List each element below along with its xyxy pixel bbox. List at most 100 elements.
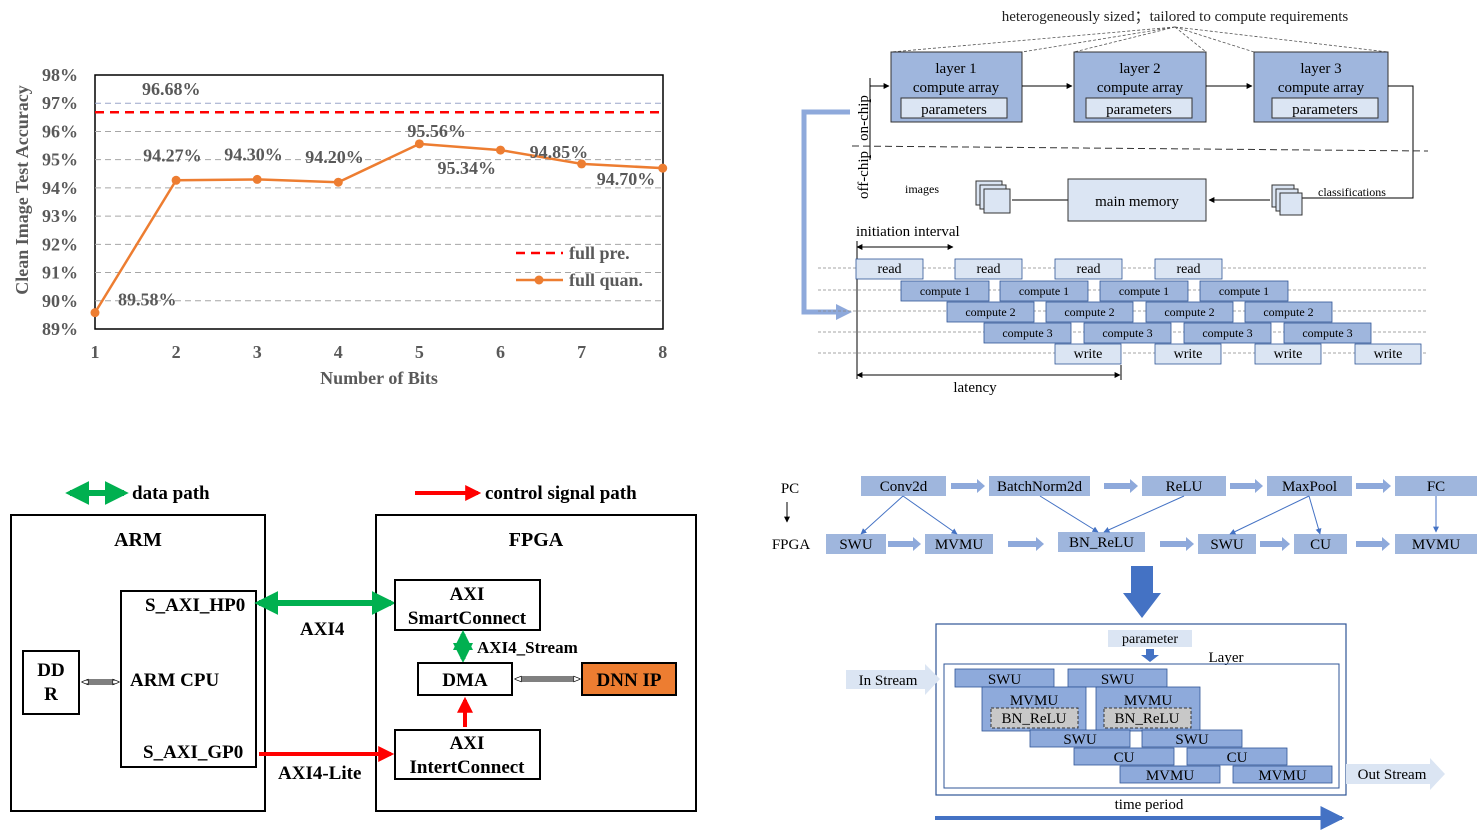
write-block <box>1354 343 1422 365</box>
y-tick-label: 91% <box>42 263 78 283</box>
write-block <box>1054 343 1122 365</box>
fpga-op-box <box>1058 532 1145 552</box>
write-block-label: write <box>1074 347 1103 362</box>
ddr-label-line2: R <box>44 684 58 705</box>
legend-label-full-pre: full pre. <box>569 243 630 263</box>
layer-1-block: layer 1 compute array parameters <box>890 51 1023 123</box>
data-label: 94.70% <box>597 169 656 189</box>
flow-arrow <box>1104 479 1138 493</box>
full-quan-point <box>171 175 181 185</box>
parameter-label: parameter <box>1122 632 1178 647</box>
layer-3-title: layer 3 <box>1300 61 1341 77</box>
pipeline-top-note: heterogeneously sized；tailored to comput… <box>1002 9 1349 25</box>
dma-box <box>417 662 513 696</box>
fpga-op-label: MVMU <box>1412 537 1461 553</box>
y-tick-label: 89% <box>42 319 78 339</box>
layer-label: Layer <box>1209 650 1244 666</box>
compute-1-block <box>900 280 990 302</box>
swu-block-label: SWU <box>1063 732 1097 748</box>
write-block <box>1154 343 1222 365</box>
mvmu-block <box>1119 765 1221 784</box>
read-block <box>1154 258 1223 280</box>
fpga-op-box <box>1395 534 1477 554</box>
parameter-down-arrow <box>1141 649 1159 662</box>
x-tick-label: 3 <box>253 342 262 362</box>
smartconnect-line1: AXI <box>450 584 485 605</box>
data-path-legend-label: data path <box>132 483 210 504</box>
flow-arrow <box>1230 479 1263 493</box>
compute-1-block-label: compute 1 <box>1219 284 1269 298</box>
flow-arrow <box>951 479 985 493</box>
mvmu-block-label: MVMU <box>1146 768 1195 784</box>
data-label: 94.20% <box>305 147 364 167</box>
interconnect-line2: IntertConnect <box>409 757 525 778</box>
read-block-label: read <box>976 262 1000 277</box>
pc-op-label: ReLU <box>1166 479 1203 495</box>
mapping-diagram: PC FPGA Conv2d BatchNorm2d ReLU MaxPool FC S… <box>772 476 1477 830</box>
layer-3-subtitle: compute array <box>1278 80 1365 96</box>
read-block-label: read <box>1076 262 1100 277</box>
y-tick-label: 97% <box>42 93 78 113</box>
fpga-op-box <box>826 534 886 554</box>
classifications-label: classifications <box>1318 185 1386 199</box>
data-label: 95.56% <box>407 121 466 141</box>
chart-legend: full pre. full quan. <box>516 243 643 290</box>
x-tick-label: 7 <box>577 342 586 362</box>
y-tick-label: 94% <box>42 178 78 198</box>
ref-value-label: 96.68% <box>142 79 201 99</box>
in-stream-label: In Stream <box>859 673 918 689</box>
read-block <box>954 258 1023 280</box>
y-tick-label: 98% <box>42 65 78 85</box>
compute-3-block <box>1083 322 1172 344</box>
x-tick-label: 5 <box>415 342 424 362</box>
cu-block <box>1186 747 1288 766</box>
full-quan-point <box>577 159 587 169</box>
main-memory-label: main memory <box>1095 194 1179 210</box>
cu-block-label: CU <box>1227 750 1248 766</box>
layer-2-title: layer 2 <box>1119 61 1160 77</box>
classifications-stack-icon <box>1271 184 1303 216</box>
pc-op-label: Conv2d <box>880 479 928 495</box>
images-stack-icon <box>975 180 1011 214</box>
mvmu-block-label: MVMU <box>1124 693 1173 709</box>
op-mapping-lines <box>860 495 1439 535</box>
read-block <box>1054 258 1123 280</box>
x-tick-label: 4 <box>334 342 343 362</box>
fpga-box <box>375 514 697 812</box>
cu-block <box>1073 747 1175 766</box>
fpga-row-label: FPGA <box>772 537 811 553</box>
feed-arrow-head <box>836 304 852 320</box>
fpga-op-box <box>1294 534 1347 554</box>
swu-block-label: SWU <box>1175 732 1209 748</box>
mvmu-block-label: MVMU <box>1258 768 1307 784</box>
fpga-op-box <box>1198 534 1256 554</box>
layer-1-param: parameters <box>921 102 987 118</box>
note-leader-lines <box>890 26 1389 53</box>
y-axis-label: Clean Image Test Accuracy <box>12 85 32 294</box>
swu-block <box>1029 729 1131 748</box>
compute-1-block <box>1199 280 1289 302</box>
interconnect-line1: AXI <box>450 733 485 754</box>
flow-arrow <box>1260 537 1290 551</box>
main-memory-block <box>1067 178 1207 222</box>
control-path-legend-label: control signal path <box>485 483 637 504</box>
dma-label: DMA <box>442 670 488 691</box>
x-tick-label: 6 <box>496 342 505 362</box>
compute-1-block-label: compute 1 <box>1019 284 1069 298</box>
pc-op-box <box>1395 476 1477 496</box>
flow-arrow <box>1160 537 1194 551</box>
latency-label: latency <box>953 380 997 396</box>
layer-connectors <box>869 78 1414 203</box>
pc-op-box <box>1142 476 1226 496</box>
bn-relu-block-label: BN_ReLU <box>1002 711 1067 727</box>
write-block-label: write <box>1274 347 1303 362</box>
full-quan-point <box>90 308 100 318</box>
pc-op-label: MaxPool <box>1282 479 1337 495</box>
x-tick-label: 1 <box>91 342 100 362</box>
fpga-op-label: MVMU <box>935 537 984 553</box>
fpga-op-label: CU <box>1310 537 1331 553</box>
compute-2-block <box>946 301 1035 323</box>
ddr-box <box>22 650 80 715</box>
initiation-interval-label: initiation interval <box>856 224 960 240</box>
